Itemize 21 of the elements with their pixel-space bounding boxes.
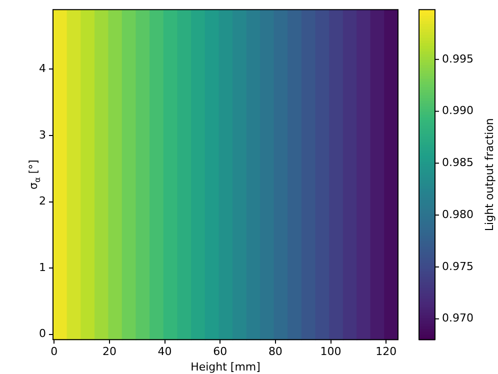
color-bar-label: 0.995 [442,52,474,66]
y-tick-label: 1 [39,260,46,274]
color-bar-title: Light output fraction [482,118,496,232]
y-tick-label: 4 [39,62,46,76]
x-tick-label: 40 [158,345,172,358]
color-bar-label: 0.985 [442,156,474,170]
color-bar-label: 0.975 [442,260,474,273]
color-bar-label: 0.990 [442,104,474,118]
x-tick-label: 80 [268,345,282,358]
y-tick-label: 0 [39,327,46,340]
x-tick-label: 100 [320,345,342,358]
y-axis-title: σα [°] [26,160,42,190]
x-tick-label: 60 [213,345,228,358]
y-tick-label: 2 [39,194,46,208]
y-tick-label: 3 [39,128,46,142]
color-bar-label: 0.970 [442,312,474,325]
x-tick-label: 120 [376,345,397,358]
x-axis-title: Height [mm] [190,360,260,374]
x-tick-label: 0 [50,345,58,358]
color-bar-label: 0.980 [442,208,474,221]
x-tick-label: 20 [102,345,116,358]
